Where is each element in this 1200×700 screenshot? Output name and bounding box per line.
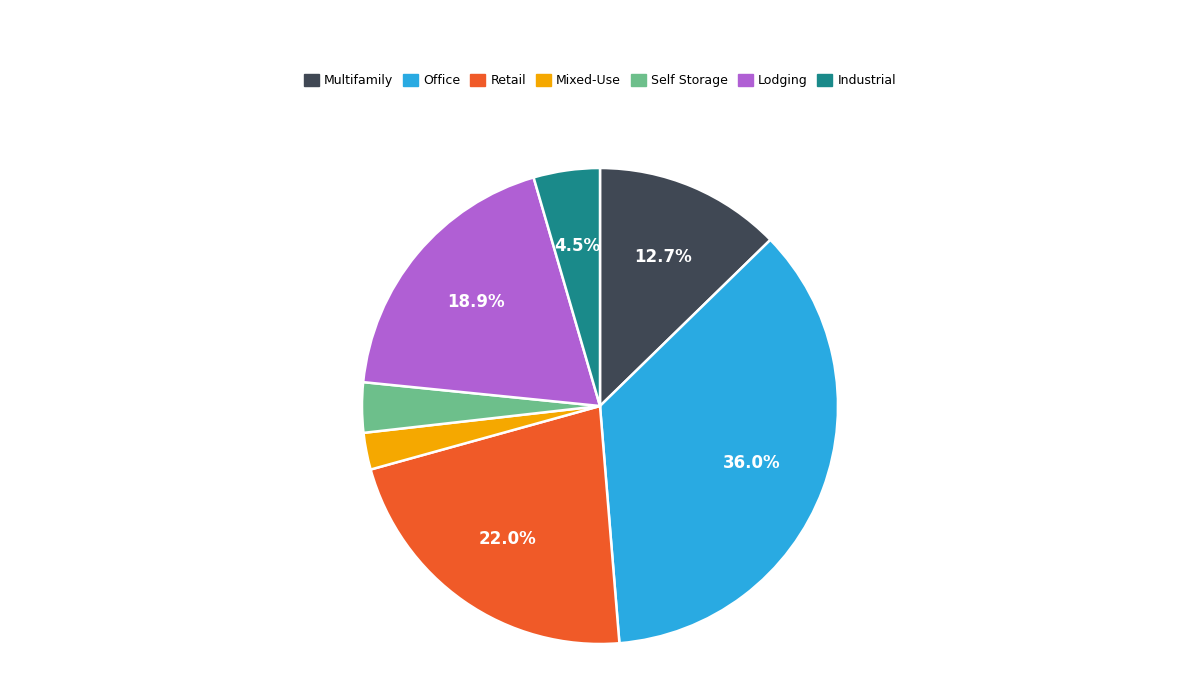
Wedge shape: [600, 240, 838, 643]
Text: 22.0%: 22.0%: [479, 530, 536, 547]
Wedge shape: [371, 406, 619, 644]
Wedge shape: [364, 178, 600, 406]
Wedge shape: [362, 382, 600, 433]
Legend: Multifamily, Office, Retail, Mixed-Use, Self Storage, Lodging, Industrial: Multifamily, Office, Retail, Mixed-Use, …: [299, 69, 901, 92]
Text: 12.7%: 12.7%: [634, 248, 691, 266]
Text: 36.0%: 36.0%: [722, 454, 780, 472]
Text: 4.5%: 4.5%: [554, 237, 600, 255]
Text: 18.9%: 18.9%: [446, 293, 504, 312]
Wedge shape: [534, 168, 600, 406]
Wedge shape: [364, 406, 600, 470]
Wedge shape: [600, 168, 770, 406]
